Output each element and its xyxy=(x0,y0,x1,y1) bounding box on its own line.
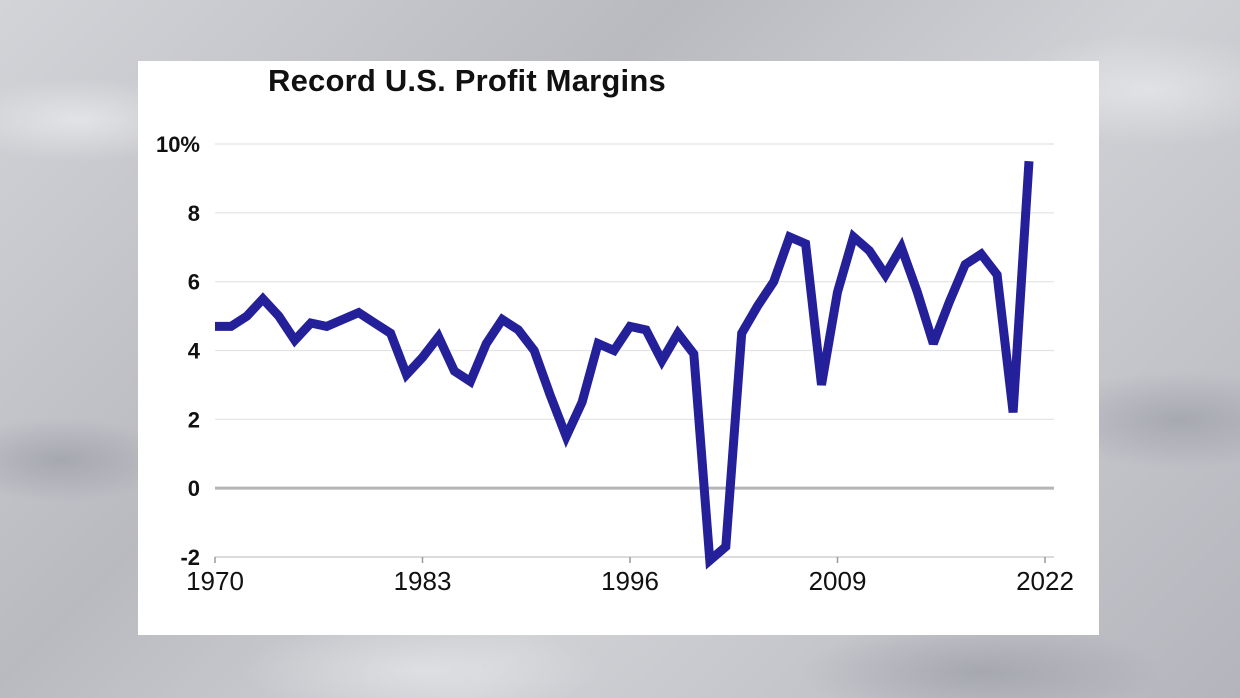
x-tick-label: 1970 xyxy=(186,566,244,596)
x-tick-label: 2022 xyxy=(1016,566,1074,596)
chart-panel: Record U.S. Profit Margins 10% 8 6 4 2 0 -2 197… xyxy=(138,61,1099,635)
axes xyxy=(214,556,1054,563)
y-tick-label: 2 xyxy=(188,407,200,432)
chart-title: Record U.S. Profit Margins xyxy=(268,63,666,98)
y-tick-label: 0 xyxy=(188,476,200,501)
y-tick-label: 6 xyxy=(188,270,200,295)
y-tick-label: 10% xyxy=(156,132,200,157)
y-tick-label: 8 xyxy=(188,201,200,226)
y-tick-label: -2 xyxy=(180,545,200,570)
series-layer xyxy=(214,160,1034,570)
x-tick-label: 1996 xyxy=(601,566,659,596)
series-line xyxy=(215,160,1034,570)
x-tick-label: 1983 xyxy=(394,566,452,596)
y-tick-label: 4 xyxy=(188,339,201,364)
x-tick-label: 2009 xyxy=(809,566,867,596)
